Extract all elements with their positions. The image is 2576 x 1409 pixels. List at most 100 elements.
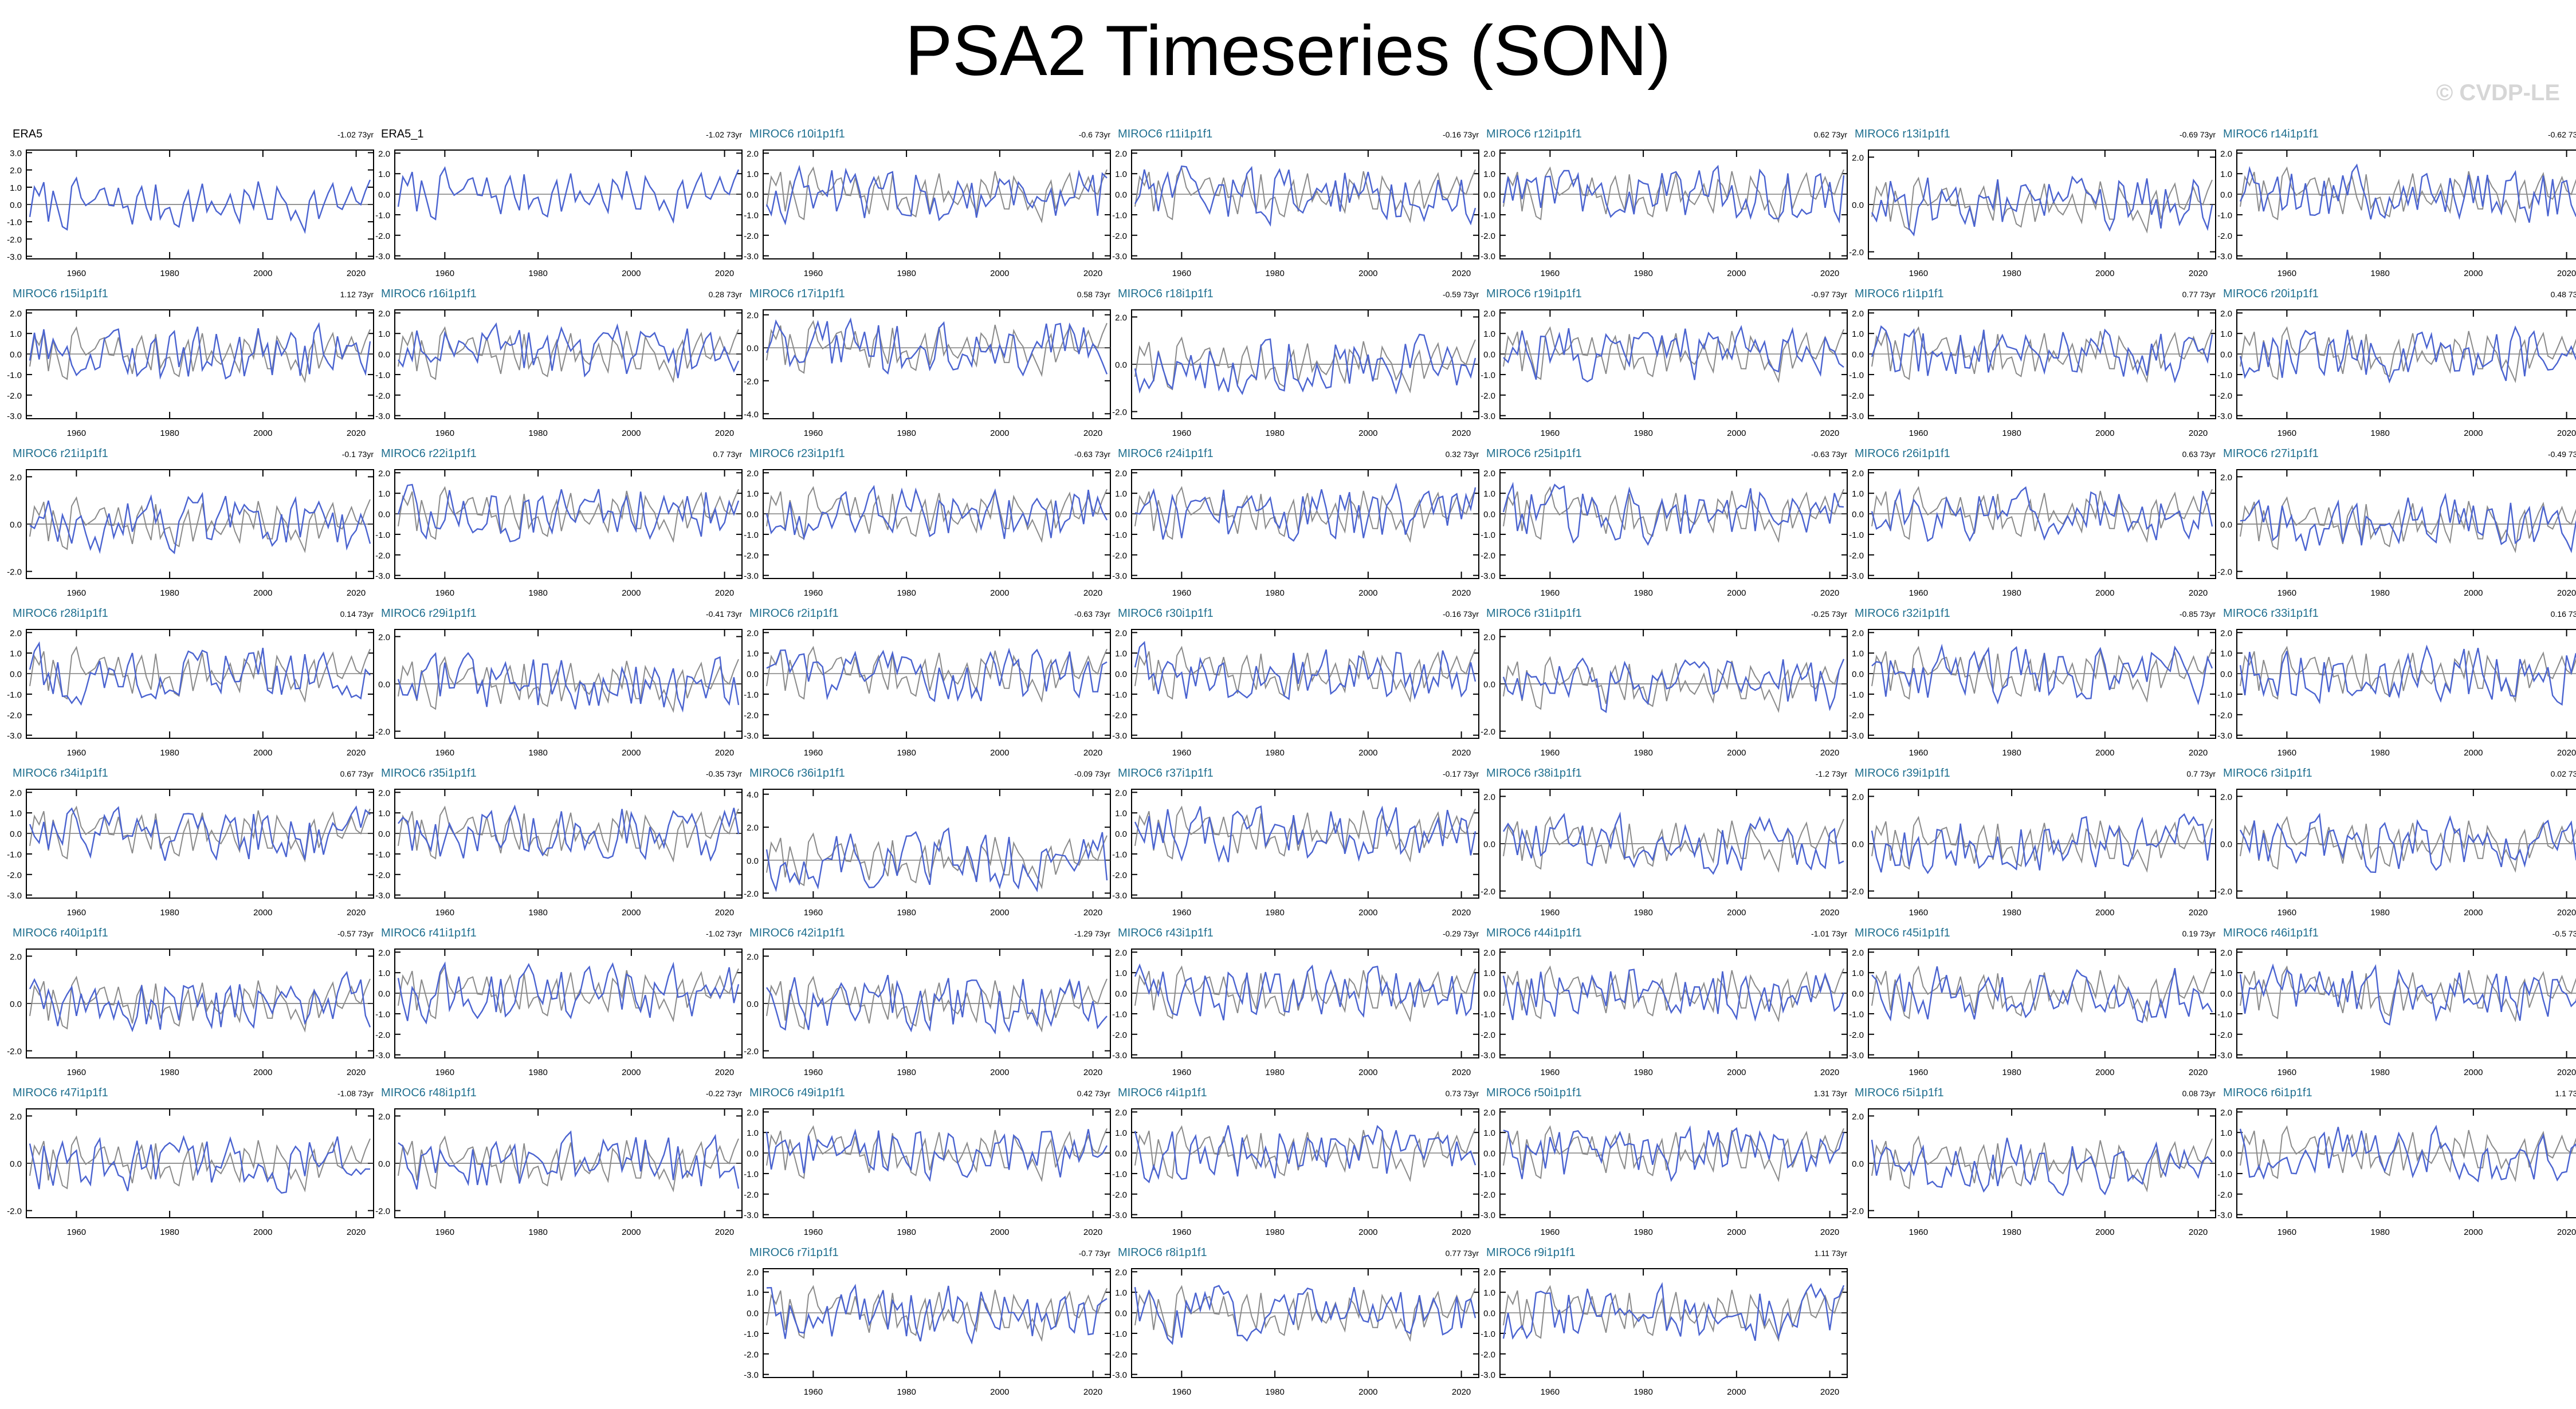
panel-title: MIROC6 r21i1p1f1 — [13, 447, 108, 460]
x-tick-label: 1980 — [528, 269, 547, 278]
series-line — [1871, 486, 2213, 542]
x-tick-label: 1960 — [1541, 1227, 1560, 1237]
axes-box — [763, 469, 1111, 579]
series-line — [29, 491, 371, 554]
y-tick-label: 2.0 — [2220, 473, 2232, 482]
panel-trend: 0.62 73yr — [1814, 130, 1848, 139]
x-tick-label: 1960 — [67, 588, 86, 598]
y-tick-label: -3.0 — [375, 412, 390, 422]
y-tick-label: 0.0 — [1483, 680, 1495, 690]
x-tick-label: 1980 — [1633, 1227, 1652, 1237]
panel-trend: -0.1 73yr — [342, 450, 374, 459]
x-tick-label: 1960 — [1541, 588, 1560, 598]
y-tick-label: 1.0 — [747, 170, 759, 179]
panel: MIROC6 r46i1p1f1 -0.5 73yr 2.0 1.0 0.0 -1.0 -2… — [2217, 927, 2576, 1077]
y-tick-label: -2.0 — [1112, 231, 1127, 241]
series-line — [29, 1135, 370, 1194]
y-tick-label: 1.0 — [1483, 170, 1495, 179]
panel-trend: 1.1 73yr — [2555, 1089, 2576, 1098]
x-tick-label: 2020 — [1083, 269, 1102, 278]
axes-box — [1499, 149, 1848, 259]
y-tick-label: 2.0 — [1483, 948, 1495, 958]
y-tick-label: -2.0 — [1112, 408, 1127, 418]
panel-title: MIROC6 r6i1p1f1 — [2223, 1087, 2312, 1099]
obs-series-line — [1871, 646, 2213, 703]
y-tick-label: -2.0 — [2217, 1030, 2232, 1040]
panel-title: MIROC6 r42i1p1f1 — [749, 927, 845, 939]
y-tick-label: 2.0 — [10, 473, 22, 482]
x-tick-label: 1960 — [804, 908, 823, 918]
panel-title: MIROC6 r3i1p1f1 — [2223, 767, 2312, 780]
panel-trend: -0.7 73yr — [1079, 1249, 1111, 1258]
y-tick-label: -1.0 — [1849, 690, 1864, 700]
panel: MIROC6 r47i1p1f1 -1.08 73yr 2.0 0.0 -2.0 1960… — [7, 1087, 374, 1237]
y-tick-label: -1.0 — [2217, 1170, 2232, 1179]
obs-series-line — [1134, 1285, 1476, 1343]
y-tick-label: -2.0 — [7, 1047, 22, 1057]
series-line — [1134, 1285, 1477, 1345]
panel-title: MIROC6 r28i1p1f1 — [13, 607, 108, 620]
x-tick-label: 1980 — [160, 1227, 179, 1237]
panel: MIROC6 r39i1p1f1 0.7 73yr 2.0 0.0 -2.0 1960 19… — [1849, 767, 2216, 918]
y-tick-label: -2.0 — [1849, 248, 1864, 258]
y-tick-label: 0.0 — [10, 520, 22, 530]
x-tick-label: 1960 — [1172, 428, 1191, 438]
y-tick-label: 2.0 — [1115, 469, 1127, 478]
y-tick-label: 0.0 — [747, 510, 759, 519]
x-tick-label: 1980 — [528, 1227, 547, 1237]
panel-trend: -1.08 73yr — [337, 1089, 374, 1098]
y-tick-label: -1.0 — [744, 690, 759, 700]
panel-title: MIROC6 r39i1p1f1 — [1855, 767, 1950, 780]
x-tick-label: 2000 — [2464, 269, 2483, 278]
axes-box — [1131, 469, 1479, 579]
y-tick-label: -2.0 — [744, 1190, 759, 1200]
x-tick-label: 1980 — [897, 748, 916, 758]
y-tick-label: 0.0 — [1852, 670, 1864, 679]
y-tick-label: 2.0 — [1852, 628, 1864, 638]
axes-box — [26, 309, 374, 419]
panel: MIROC6 r43i1p1f1 -0.29 73yr 2.0 1.0 0.0 -1.0 -… — [1112, 927, 1479, 1077]
panel-trend: 0.19 73yr — [2182, 929, 2216, 938]
y-tick-label: -2.0 — [2217, 391, 2232, 401]
y-tick-label: 2.0 — [747, 469, 759, 478]
panel-trend: 0.16 73yr — [2551, 609, 2576, 619]
y-tick-label: 0.0 — [10, 1159, 22, 1169]
panel-title: MIROC6 r43i1p1f1 — [1118, 927, 1214, 939]
axes-box — [763, 149, 1111, 259]
x-tick-label: 1980 — [1265, 1387, 1284, 1397]
panel: MIROC6 r24i1p1f1 0.32 73yr 2.0 1.0 0.0 -1.0 -2… — [1112, 447, 1479, 598]
x-tick-label: 1960 — [435, 908, 454, 918]
x-tick-label: 2020 — [2189, 908, 2208, 918]
y-tick-label: 2.0 — [1852, 792, 1864, 802]
y-tick-label: 2.0 — [1115, 1268, 1127, 1277]
panel-trend: -0.63 73yr — [1074, 609, 1110, 619]
y-tick-label: 1.0 — [1483, 1128, 1495, 1138]
x-tick-label: 2000 — [253, 269, 272, 278]
x-tick-label: 2000 — [1358, 908, 1377, 918]
series-line — [765, 485, 1108, 541]
y-tick-label: 2.0 — [1483, 469, 1495, 478]
x-tick-label: 1980 — [2002, 1227, 2021, 1237]
series-line — [29, 971, 371, 1033]
panel: MIROC6 r6i1p1f1 1.1 73yr 2.0 1.0 0.0 -1.0 -2.0… — [2217, 1087, 2576, 1237]
x-tick-label: 1960 — [2277, 269, 2296, 278]
panel-trend: -0.85 73yr — [2180, 609, 2216, 619]
axes-box — [394, 948, 743, 1058]
obs-series-line — [1134, 336, 1476, 393]
panel: MIROC6 r33i1p1f1 0.16 73yr 2.0 1.0 0.0 -1.0 -2… — [2217, 607, 2576, 758]
panel-title: MIROC6 r9i1p1f1 — [1486, 1246, 1576, 1259]
x-tick-label: 2000 — [990, 1387, 1009, 1397]
x-tick-label: 1960 — [2277, 428, 2296, 438]
y-tick-label: -3.0 — [7, 731, 22, 741]
y-tick-label: 2.0 — [1483, 792, 1495, 802]
axes-box — [763, 629, 1111, 739]
x-tick-label: 1980 — [528, 1068, 547, 1077]
series-line — [398, 322, 740, 379]
y-tick-label: 3.0 — [10, 149, 22, 159]
y-tick-label: -1.0 — [1112, 850, 1127, 860]
x-tick-label: 1980 — [2370, 1227, 2389, 1237]
y-tick-label: -2.0 — [375, 727, 390, 737]
panel-trend: -1.29 73yr — [1074, 929, 1110, 938]
x-tick-label: 1980 — [1265, 748, 1284, 758]
panel-trend: -0.29 73yr — [1443, 929, 1479, 938]
